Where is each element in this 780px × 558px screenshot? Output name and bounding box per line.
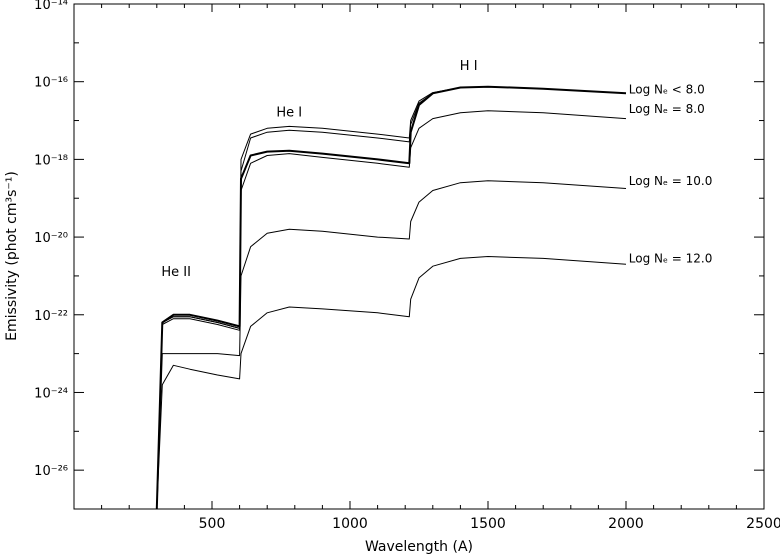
series-line-1	[155, 85, 627, 510]
y-axis-ticks: 10⁻²⁶ 10⁻²⁴ 10⁻²² 10⁻²⁰ 10⁻¹⁸ 10⁻¹⁶ 10⁻¹⁴	[34, 0, 764, 510]
series-line-6	[156, 256, 627, 510]
region-label: H I	[460, 59, 478, 74]
y-axis-label: Emissivity (phot cm³s⁻¹)	[4, 171, 20, 341]
y-tick-label: 10⁻¹⁸	[34, 153, 68, 168]
x-tick-label: 1500	[470, 516, 506, 532]
x-axis-ticks: 500 1000 1500 2000 2500	[101, 4, 780, 532]
series-label: Log Nₑ = 8.0	[629, 102, 705, 116]
region-label: He I	[276, 106, 302, 121]
series-curves	[155, 85, 627, 510]
x-tick-label: 2000	[608, 516, 644, 532]
y-tick-label: 10⁻²⁴	[34, 386, 68, 401]
series-label: Log Nₑ = 10.0	[629, 174, 713, 188]
series-line-5	[156, 180, 627, 510]
x-tick-label: 1000	[332, 516, 368, 532]
series-label: Log Nₑ < 8.0	[629, 82, 705, 96]
y-tick-label: 10⁻²⁶	[34, 464, 68, 479]
region-label: He II	[161, 265, 191, 280]
x-tick-label: 500	[199, 516, 226, 532]
series-line-2	[156, 86, 627, 510]
series-labels: Log Nₑ < 8.0 Log Nₑ = 8.0 Log Nₑ = 10.0 Log…	[629, 82, 713, 265]
x-axis-label: Wavelength (A)	[365, 539, 473, 555]
series-line-3	[156, 86, 627, 510]
annotations: He II He I H I	[161, 59, 477, 280]
y-tick-label: 10⁻¹⁴	[34, 0, 68, 13]
y-tick-label: 10⁻¹⁶	[34, 76, 68, 91]
x-tick-label: 2500	[746, 516, 780, 532]
y-tick-label: 10⁻²⁰	[34, 231, 68, 246]
series-label: Log Nₑ = 12.0	[629, 251, 713, 265]
y-tick-label: 10⁻²²	[34, 309, 68, 324]
series-line-4	[156, 110, 627, 510]
plot-frame	[73, 3, 765, 510]
